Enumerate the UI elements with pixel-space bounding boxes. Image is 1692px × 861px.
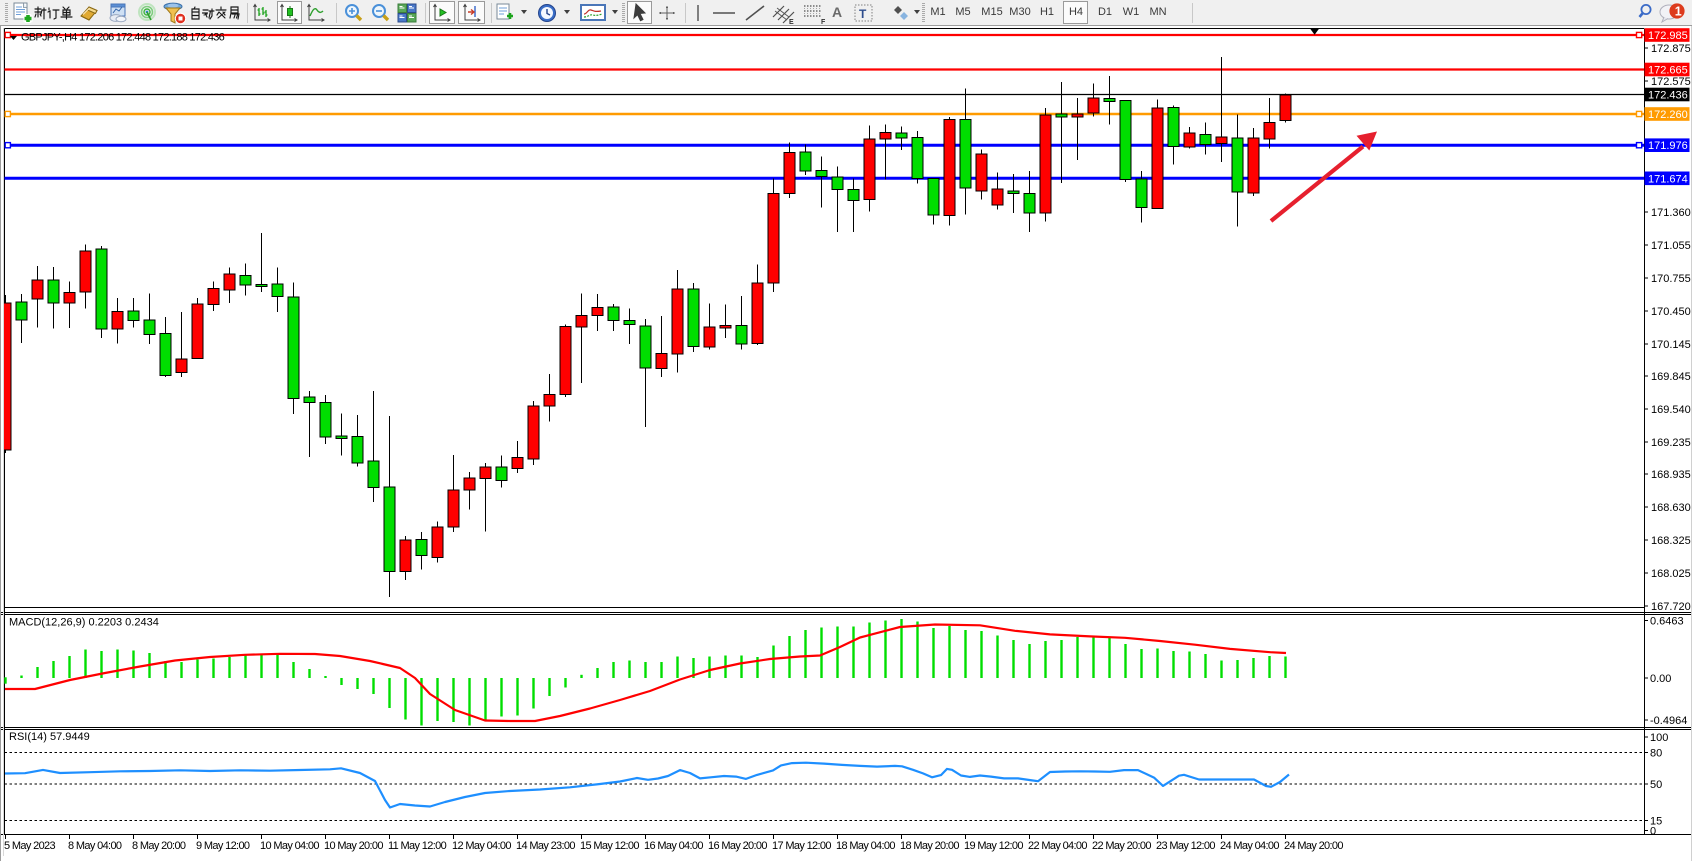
svg-text:11 May 12:00: 11 May 12:00 [388,840,447,852]
svg-text:19 May 12:00: 19 May 12:00 [964,840,1023,852]
svg-text:10 May 04:00: 10 May 04:00 [260,840,319,852]
svg-text:168.935: 168.935 [1651,469,1691,481]
svg-text:17 May 12:00: 17 May 12:00 [772,840,831,852]
svg-text:8 May 04:00: 8 May 04:00 [68,840,122,852]
svg-text:172.985: 172.985 [1648,30,1688,42]
svg-text:0.6463: 0.6463 [1650,616,1684,628]
svg-text:170.755: 170.755 [1651,273,1691,285]
svg-text:171.360: 171.360 [1651,207,1691,219]
svg-text:18 May 20:00: 18 May 20:00 [900,840,959,852]
svg-text:172.436: 172.436 [1648,90,1688,102]
svg-text:15: 15 [1650,816,1662,828]
svg-text:0.00: 0.00 [1650,673,1671,685]
svg-text:0: 0 [1650,826,1656,838]
svg-text:5 May 2023: 5 May 2023 [4,840,56,852]
svg-text:9 May 12:00: 9 May 12:00 [196,840,250,852]
svg-text:169.235: 169.235 [1651,437,1691,449]
svg-text:169.540: 169.540 [1651,404,1691,416]
svg-text:16 May 20:00: 16 May 20:00 [708,840,767,852]
svg-text:16 May 04:00: 16 May 04:00 [644,840,703,852]
svg-text:172.665: 172.665 [1648,65,1688,77]
svg-text:18 May 04:00: 18 May 04:00 [836,840,895,852]
svg-text:T: T [859,7,867,21]
svg-text:F: F [821,19,826,25]
svg-text:169.845: 169.845 [1651,371,1691,383]
svg-text:12 May 04:00: 12 May 04:00 [452,840,511,852]
svg-text:171.674: 171.674 [1648,173,1688,185]
svg-text:172.575: 172.575 [1651,76,1691,88]
svg-text:E: E [789,19,794,25]
svg-text:MACD(12,26,9) 0.2203 0.2434: MACD(12,26,9) 0.2203 0.2434 [9,617,159,629]
svg-text:170.145: 170.145 [1651,339,1691,351]
svg-text:15 May 12:00: 15 May 12:00 [580,840,639,852]
svg-text:1: 1 [1675,5,1682,19]
svg-text:24 May 20:00: 24 May 20:00 [1284,840,1343,852]
svg-text:172.260: 172.260 [1648,109,1688,121]
svg-text:168.325: 168.325 [1651,535,1691,547]
svg-text:23 May 12:00: 23 May 12:00 [1156,840,1215,852]
svg-text:10 May 20:00: 10 May 20:00 [324,840,383,852]
svg-text:GBPJPY-,H4 172.206 172.448 17: GBPJPY-,H4 172.206 172.448 172.188 172.4… [21,32,225,44]
svg-text:171.055: 171.055 [1651,240,1691,252]
svg-text:-0.4964: -0.4964 [1650,715,1687,727]
svg-text:14 May 23:00: 14 May 23:00 [516,840,575,852]
svg-text:167.720: 167.720 [1651,601,1691,613]
svg-text:168.025: 168.025 [1651,568,1691,580]
svg-text:22 May 04:00: 22 May 04:00 [1028,840,1087,852]
svg-text:170.450: 170.450 [1651,306,1691,318]
svg-text:22 May 20:00: 22 May 20:00 [1092,840,1151,852]
svg-text:80: 80 [1650,748,1662,760]
svg-text:171.976: 171.976 [1648,140,1688,152]
svg-text:100: 100 [1650,732,1668,744]
svg-text:24 May 04:00: 24 May 04:00 [1220,840,1279,852]
svg-text:8 May 20:00: 8 May 20:00 [132,840,186,852]
svg-text:RSI(14) 57.9449: RSI(14) 57.9449 [9,731,90,743]
svg-text:50: 50 [1650,779,1662,791]
svg-text:172.875: 172.875 [1651,43,1691,55]
svg-text:168.630: 168.630 [1651,502,1691,514]
